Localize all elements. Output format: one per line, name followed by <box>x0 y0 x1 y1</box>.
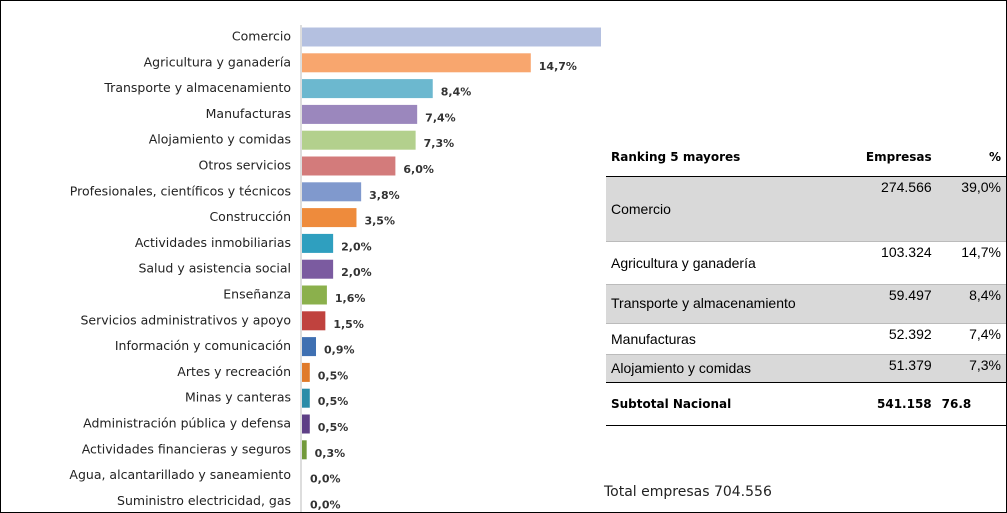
total-text: Total empresas 704.556 <box>604 484 772 500</box>
category-label: Enseñanza <box>223 287 291 302</box>
cell: Alojamiento y comidas <box>606 354 831 383</box>
bar <box>302 311 326 331</box>
cell: 7,4% <box>936 323 1006 355</box>
th: % <box>936 139 1006 177</box>
bar <box>302 130 416 150</box>
category-label: Construcción <box>209 209 291 224</box>
value-label: 2,0% <box>341 266 372 279</box>
bar <box>302 285 327 305</box>
bar <box>302 27 909 47</box>
value-label: 0,5% <box>318 369 349 382</box>
cell: Subtotal Nacional <box>606 382 831 426</box>
category-label: Comercio <box>232 29 291 44</box>
bar <box>302 337 317 357</box>
category-label: Suministro electricidad, gas <box>117 493 291 508</box>
category-label: Alojamiento y comidas <box>149 132 291 147</box>
th: Ranking 5 mayores <box>606 139 831 177</box>
value-label: 1,6% <box>335 292 366 305</box>
value-label: 3,5% <box>364 215 395 228</box>
category-label: Agricultura y ganadería <box>144 54 291 69</box>
cell: 51.379 <box>831 354 937 383</box>
value-label: 6,0% <box>403 163 434 176</box>
bar <box>302 79 433 99</box>
cell: Comercio <box>606 176 831 242</box>
value-label: 14,7% <box>539 60 577 73</box>
category-label: Otros servicios <box>199 158 291 173</box>
bar <box>302 208 357 228</box>
bar <box>302 440 307 460</box>
cell: 39,0% <box>936 176 1006 242</box>
category-label: Profesionales, científicos y técnicos <box>70 183 291 198</box>
bar <box>302 362 310 382</box>
category-label: Administración pública y defensa <box>83 416 291 431</box>
cell: 7,3% <box>936 354 1006 383</box>
value-label: 7,3% <box>424 137 455 150</box>
bar <box>302 182 362 202</box>
value-label: 3,8% <box>369 189 400 202</box>
category-label: Servicios administrativos y apoyo <box>80 312 291 327</box>
bar <box>302 388 310 408</box>
value-label: 1,5% <box>333 318 364 331</box>
bar <box>302 259 334 279</box>
cell: 52.392 <box>831 323 937 355</box>
bar <box>302 233 334 253</box>
category-label: Transporte y almacenamiento <box>103 80 291 95</box>
category-label: Manufacturas <box>206 106 291 121</box>
cell: 59.497 <box>831 284 937 324</box>
cell: 14,7% <box>936 241 1006 285</box>
value-label: 0,9% <box>324 344 355 357</box>
category-label: Actividades financieras y seguros <box>82 441 291 456</box>
bar <box>302 156 396 176</box>
cell: 103.324 <box>831 241 937 285</box>
value-label: 0,5% <box>318 421 349 434</box>
cell: 541.158 <box>831 382 937 426</box>
category-label: Información y comunicación <box>115 338 291 353</box>
cell: 8,4% <box>936 284 1006 324</box>
cell: 76.8 <box>936 382 1006 426</box>
bar <box>302 414 310 434</box>
value-label: 0,3% <box>315 447 346 460</box>
chart: Comercio39,0%Agricultura y ganadería14,7… <box>69 25 955 512</box>
value-label: 2,0% <box>341 240 372 253</box>
cell: Transporte y almacenamiento <box>606 284 831 324</box>
ranking-table: Ranking 5 mayores Empresas% Comercio 274.5… <box>606 139 1006 426</box>
bar <box>302 104 418 124</box>
cell: Agricultura y ganadería <box>606 241 831 285</box>
bar <box>302 53 531 73</box>
value-label: 0,5% <box>318 395 349 408</box>
category-label: Minas y canteras <box>185 390 291 405</box>
cell: Manufacturas <box>606 323 831 355</box>
category-label: Artes y recreación <box>177 364 291 379</box>
th: Empresas <box>831 139 937 177</box>
value-label: 0,0% <box>310 473 341 486</box>
category-label: Agua, alcantarillado y saneamiento <box>69 467 291 482</box>
category-label: Actividades inmobiliarias <box>135 235 291 250</box>
value-label: 7,4% <box>425 111 456 124</box>
category-label: Salud y asistencia social <box>138 261 291 276</box>
value-label: 8,4% <box>441 86 472 99</box>
cell: 274.566 <box>831 176 937 242</box>
value-label: 0,0% <box>310 498 341 511</box>
